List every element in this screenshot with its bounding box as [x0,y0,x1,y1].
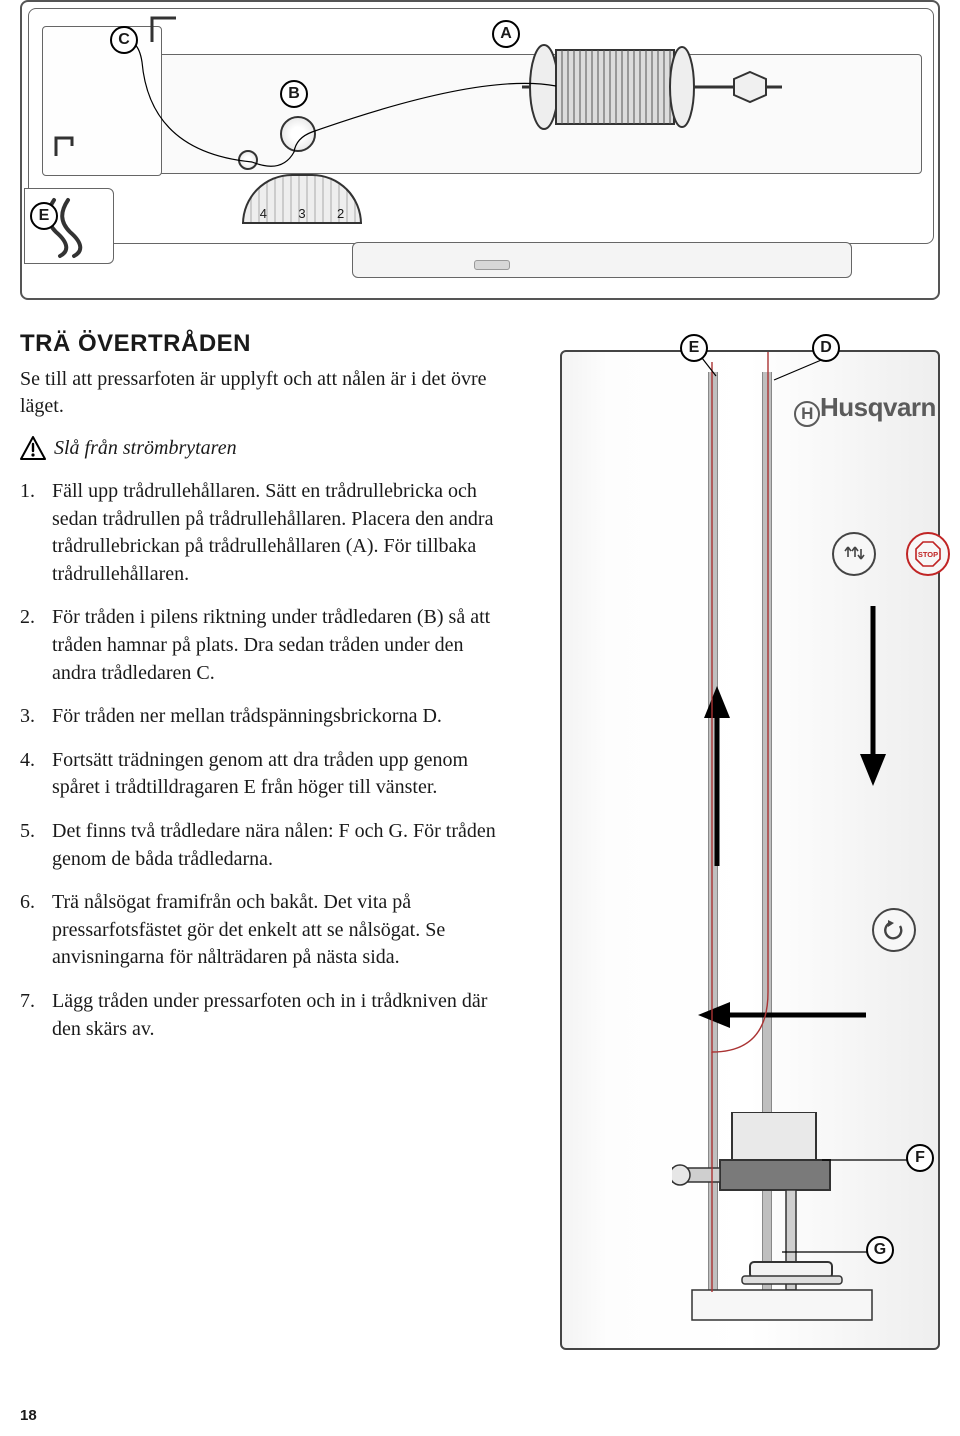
step-item: För tråden i pilens riktning under trådl… [20,604,510,687]
callout-a: A [492,20,520,48]
warning-row: Slå från strömbrytaren [20,436,510,460]
step-item: Lägg tråden under pressarfoten och in i … [20,988,510,1043]
callout-f: F [906,1144,934,1172]
steps-list: Fäll upp trådrullehållaren. Sätt en tråd… [20,478,510,1043]
step-item: För tråden ner mellan trådspänningsbrick… [20,703,510,731]
warning-text: Slå från strömbrytaren [54,437,237,460]
page-number: 18 [20,1407,37,1424]
top-diagram: 4 3 2 A B C E [20,0,940,300]
page-title: TRÄ ÖVERTRÅDEN [20,330,510,358]
callout-g: G [866,1236,894,1264]
step-item: Det finns två trådledare nära nålen: F o… [20,818,510,873]
callout-e-top: E [30,202,58,230]
step-item: Trä nålsögat framifrån och bakåt. Det vi… [20,889,510,972]
right-diagram: HHusqvarn STOP [530,330,940,1370]
instructions-column: TRÄ ÖVERTRÅDEN Se till att pressarfoten … [20,330,510,1370]
warning-icon [20,436,46,460]
callout-b: B [280,80,308,108]
callout-c: C [110,26,138,54]
step-item: Fäll upp trådrullehållaren. Sätt en tråd… [20,478,510,588]
intro-text: Se till att pressarfoten är upplyft och … [20,366,510,420]
callout-d: D [812,334,840,362]
callout-e: E [680,334,708,362]
machine-body: HHusqvarn STOP [560,350,940,1350]
step-item: Fortsätt trädningen genom att dra tråden… [20,747,510,802]
